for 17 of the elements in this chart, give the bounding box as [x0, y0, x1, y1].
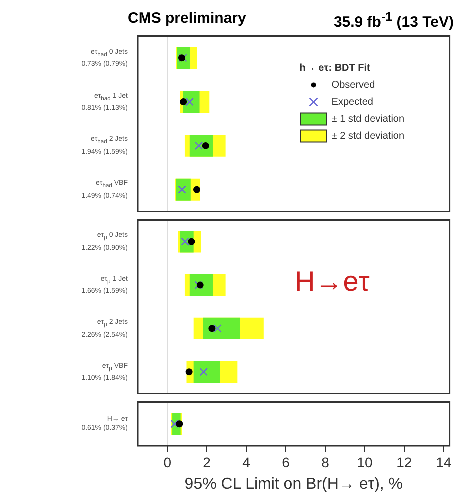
x-tick-label: 12 [396, 454, 412, 470]
legend-label: ± 2 std deviation [332, 130, 405, 142]
x-tick-label: 4 [242, 454, 251, 470]
chart-subtitle: 35.9 fb$^{-1}$ (13 TeV) [334, 10, 454, 31]
x-axis-title: 95% CL Limit on Br(H→ eτ), % [184, 476, 404, 493]
x-tick-label: 2 [203, 454, 212, 470]
x-tick-label: 8 [322, 454, 330, 470]
x-tick-label: 10 [357, 454, 373, 470]
legend-label: Expected [332, 96, 374, 108]
x-tick-label: 6 [282, 454, 290, 470]
legend-label: Observed [332, 80, 376, 91]
legend-label: ± 1 std deviation [332, 114, 405, 125]
annotation: H→eτ [295, 266, 370, 298]
x-tick-label: 0 [164, 454, 172, 470]
chart-title: CMS preliminary [128, 10, 246, 27]
legend-title: h→ eτ: BDT Fit [300, 62, 372, 74]
x-tick-label: 14 [436, 454, 452, 470]
